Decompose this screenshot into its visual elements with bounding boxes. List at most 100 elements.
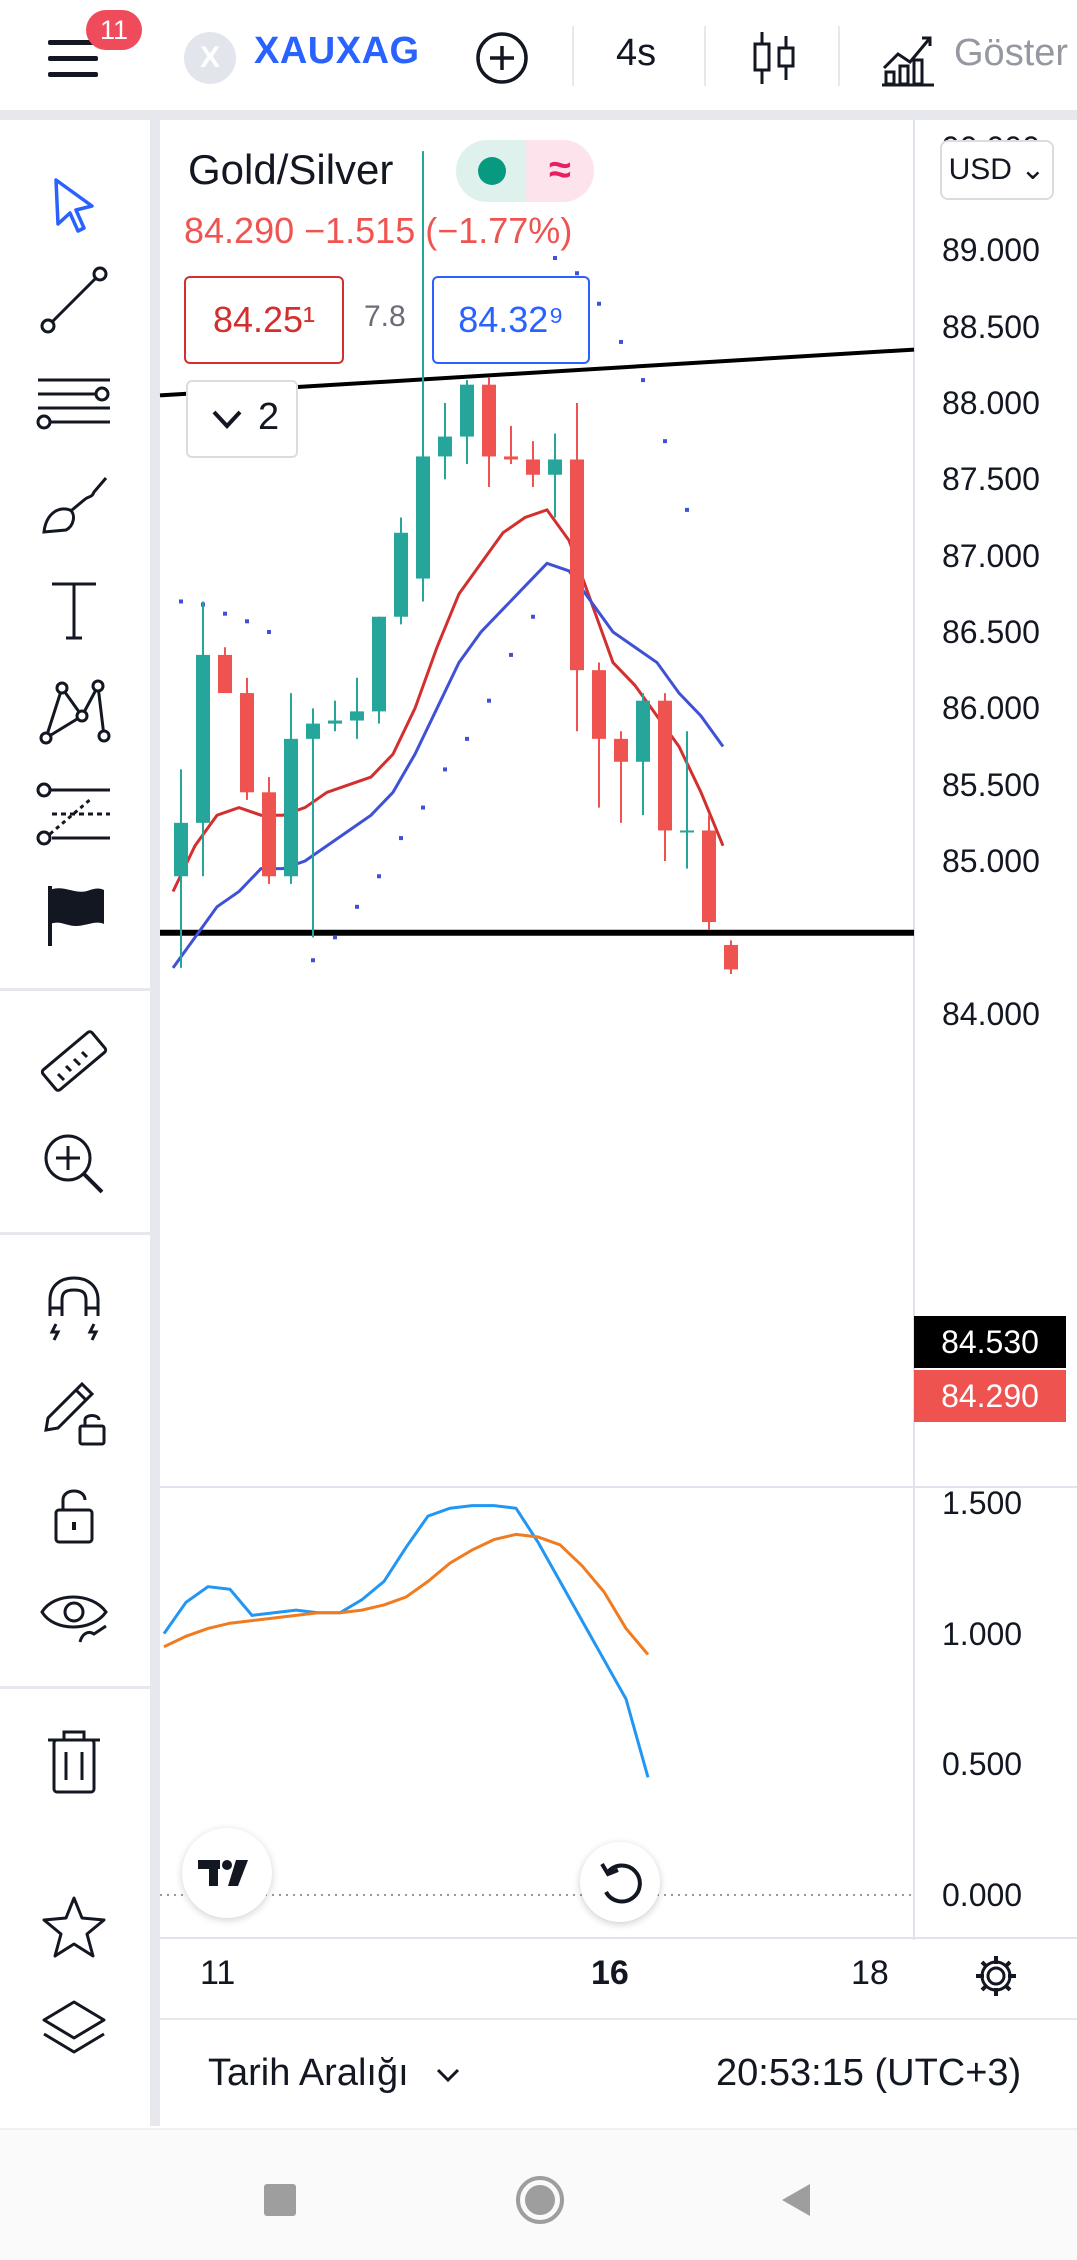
sar-point	[487, 698, 491, 703]
sar-point	[333, 935, 337, 940]
time-label: 16	[591, 1954, 629, 1992]
oscillator-fast-line	[162, 1504, 650, 1778]
candle-body	[438, 436, 452, 457]
top-toolbar: 11 X XAUXAG 4s Göster	[0, 0, 1077, 120]
oscillator-label: 0.500	[942, 1746, 1023, 1783]
toolbar-divider	[572, 26, 574, 86]
menu-icon[interactable]	[40, 26, 110, 86]
candle-body	[328, 720, 342, 724]
candle-body	[394, 532, 408, 617]
indicators-button[interactable]: Göster	[954, 32, 1069, 74]
sar-point	[465, 736, 469, 741]
price-label: 85.500	[942, 766, 1040, 803]
back-icon[interactable]	[766, 2170, 826, 2230]
time-label: 11	[200, 1954, 236, 1992]
sar-point	[641, 378, 645, 383]
spread-value: 7.8	[364, 300, 406, 333]
plus-icon[interactable]	[474, 30, 530, 86]
symbol-logo-icon: X	[184, 32, 236, 84]
sar-point	[597, 301, 601, 306]
fib-icon[interactable]	[36, 364, 112, 440]
cursor-icon[interactable]	[36, 168, 112, 244]
ruler-icon[interactable]	[36, 1024, 112, 1100]
candle-body	[416, 456, 430, 579]
text-icon[interactable]	[36, 572, 112, 648]
buy-price-button[interactable]: 84.32⁹	[432, 276, 590, 364]
price-label: 87.000	[942, 537, 1040, 574]
gear-icon[interactable]	[972, 1952, 1020, 2000]
candle-body	[702, 830, 716, 923]
chevron-down-icon	[212, 410, 242, 429]
chart-pane[interactable]	[160, 120, 1077, 2018]
sar-point	[531, 614, 535, 619]
indicators-icon[interactable]	[880, 28, 936, 88]
candle-body	[262, 792, 276, 877]
sar-point	[179, 599, 183, 604]
price-label: 86.500	[942, 614, 1040, 650]
sar-point	[355, 904, 359, 909]
candle-body	[482, 384, 496, 457]
candle-body	[724, 944, 738, 970]
symbol-title[interactable]: Gold/Silver	[188, 146, 394, 193]
forecast-icon[interactable]	[36, 776, 112, 852]
layers-icon[interactable]	[36, 1994, 112, 2070]
horizontal-line-price-tag: 84.530	[914, 1316, 1066, 1368]
price-label: 87.500	[942, 461, 1040, 498]
currency-label: USD	[948, 153, 1012, 186]
reset-chart-button[interactable]	[580, 1842, 660, 1922]
candle-body	[240, 693, 254, 793]
candle-body	[306, 723, 320, 739]
star-icon[interactable]	[36, 1890, 112, 1966]
candle-body	[526, 459, 540, 475]
candles-icon[interactable]	[750, 28, 798, 88]
candle-body	[174, 822, 188, 877]
magnet-icon[interactable]	[36, 1270, 112, 1346]
clock-timezone[interactable]: 20:53:15 (UTC+3)	[716, 2052, 1022, 2094]
market-open-indicator	[456, 140, 526, 202]
tradingview-logo[interactable]	[182, 1828, 272, 1918]
drawing-toolbar	[0, 120, 160, 2126]
sar-point	[685, 507, 689, 512]
zoom-in-icon[interactable]	[36, 1126, 112, 1202]
candle-body	[350, 711, 364, 721]
interval-button[interactable]: 4s	[616, 32, 657, 74]
candle-body	[680, 830, 694, 833]
chevron-down-icon[interactable]	[432, 2060, 464, 2092]
price-label: 84.000	[942, 995, 1040, 1032]
bottom-bar	[160, 2018, 1077, 2128]
flag-icon[interactable]	[36, 876, 112, 952]
lock-icon[interactable]	[36, 1476, 112, 1552]
toolbar-divider	[0, 1232, 150, 1235]
oscillator-label: 1.500	[942, 1485, 1023, 1521]
market-status-pill[interactable]: ≈	[456, 140, 594, 202]
trash-icon[interactable]	[36, 1724, 112, 1800]
trend-line-icon[interactable]	[36, 262, 112, 338]
notification-badge: 11	[86, 10, 142, 50]
oscillator-label: 0.000	[942, 1877, 1023, 1913]
price-change: 84.290 −1.515 (−1.77%)	[184, 210, 573, 251]
eye-icon[interactable]	[36, 1576, 112, 1652]
recents-icon[interactable]	[250, 2170, 310, 2230]
last-price-tag: 84.290	[914, 1370, 1066, 1422]
sar-point	[377, 874, 381, 879]
status-dot-icon	[478, 157, 506, 185]
lock-drawing-icon[interactable]	[36, 1374, 112, 1450]
candle-body	[592, 670, 606, 739]
candle-body	[636, 700, 650, 762]
symbol-button[interactable]: XAUXAG	[254, 30, 420, 72]
indicators-collapse-button[interactable]: 2	[186, 380, 298, 458]
sell-price-button[interactable]: 84.25¹	[184, 276, 344, 364]
pattern-icon[interactable]	[36, 674, 112, 750]
price-label: 88.500	[942, 308, 1040, 345]
currency-button[interactable]: USD ⌄	[940, 140, 1054, 200]
brush-icon[interactable]	[36, 470, 112, 546]
candle-body	[548, 459, 562, 475]
sar-point	[267, 630, 271, 634]
date-range-button[interactable]: Tarih Aralığı	[208, 2052, 409, 2094]
sar-point	[663, 439, 667, 444]
home-icon[interactable]	[510, 2170, 570, 2230]
toolbar-divider	[0, 988, 150, 991]
candle-body	[570, 459, 584, 671]
sar-point	[553, 255, 557, 260]
